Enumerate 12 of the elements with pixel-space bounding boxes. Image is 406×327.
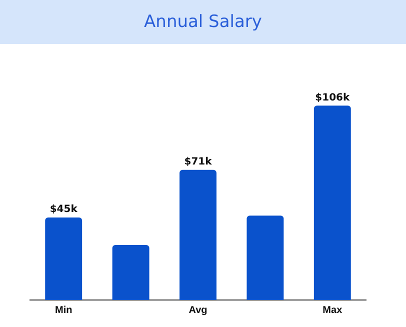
bar: [180, 170, 216, 300]
data-label: $45k: [50, 204, 78, 216]
bar: [45, 218, 82, 300]
x-tick-label: Min: [54, 304, 72, 316]
bar: [246, 216, 284, 300]
bar: [314, 106, 351, 300]
data-label: $71k: [184, 156, 212, 168]
bar: [112, 245, 150, 300]
data-label: $106k: [315, 92, 350, 104]
chart-title: Annual Salary: [0, 0, 406, 44]
x-tick-label: Max: [322, 304, 343, 316]
x-tick-label: Avg: [188, 304, 208, 316]
